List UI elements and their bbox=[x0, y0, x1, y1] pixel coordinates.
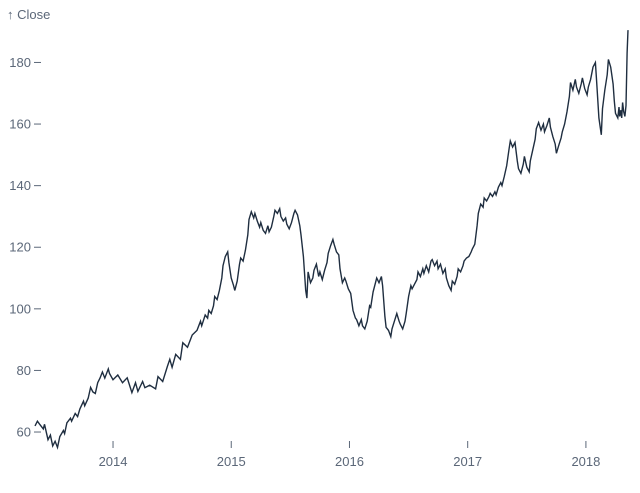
y-tick-label: 80 bbox=[17, 363, 31, 378]
y-tick-label: 140 bbox=[9, 178, 31, 193]
y-tick-label: 180 bbox=[9, 55, 31, 70]
x-tick-label: 2018 bbox=[571, 454, 600, 469]
y-axis: 60 80 100 120 140 160 180 bbox=[9, 55, 41, 440]
y-tick-label: 160 bbox=[9, 117, 31, 132]
y-axis-title: ↑ Close bbox=[7, 7, 50, 22]
x-tick-label: 2017 bbox=[453, 454, 482, 469]
y-tick-label: 60 bbox=[17, 425, 31, 440]
y-tick-label: 100 bbox=[9, 301, 31, 316]
x-tick-label: 2014 bbox=[99, 454, 128, 469]
x-tick-label: 2015 bbox=[217, 454, 246, 469]
x-axis: 2014 2015 2016 2017 2018 bbox=[99, 441, 600, 469]
y-tick-label: 120 bbox=[9, 240, 31, 255]
x-tick-label: 2016 bbox=[335, 454, 364, 469]
price-line-series bbox=[34, 30, 629, 450]
